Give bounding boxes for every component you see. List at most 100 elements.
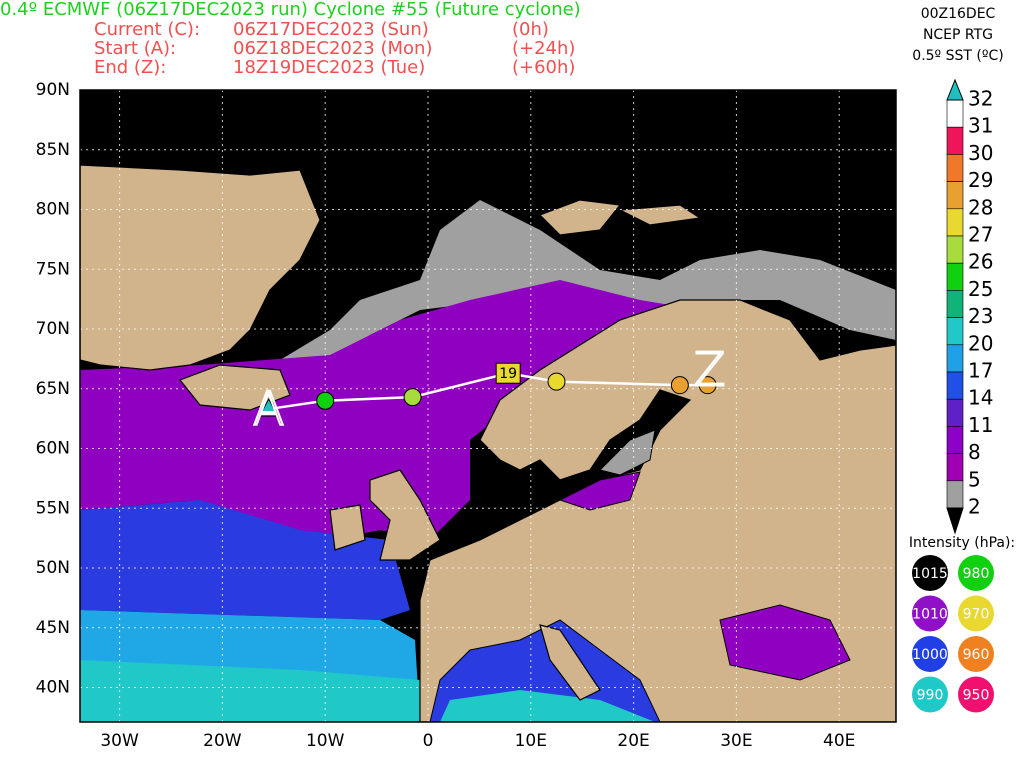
track-point — [258, 397, 279, 417]
axis-labels: 90N 85N 80N 75N 70N 65N 60N 55N 50N 45N 40N 30W 20W 1… — [36, 80, 856, 751]
colorbar-bottom — [946, 507, 964, 535]
colorbar-segment — [946, 480, 964, 509]
ireland — [329, 504, 366, 551]
colorbar-segment — [946, 126, 964, 155]
cyclone-track: 19 A Z — [252, 342, 726, 437]
colorbar-segment — [946, 290, 964, 318]
sst-colorbar: 32 31 30 29 28 27 26 25 23 20 17 14 11 8 5 2 — [946, 78, 993, 535]
colorbar-label: 26 — [968, 250, 993, 274]
colorbar-label: 30 — [968, 141, 993, 165]
map-frame — [79, 89, 897, 723]
map-area — [80, 90, 896, 722]
intensity-swatch — [958, 555, 994, 591]
colorbar-label: 27 — [968, 223, 993, 247]
sst-cyan — [80, 660, 420, 722]
colorbar-segment — [946, 426, 964, 454]
header-label: Current (C): — [94, 19, 200, 40]
intensity-label: 950 — [963, 688, 990, 704]
sst-info-line: 00Z16DEC — [921, 6, 996, 22]
lon-label: 30W — [100, 731, 139, 751]
lat-label: 80N — [36, 200, 70, 220]
intensity-legend: 1015 980 1010 970 1000 960 990 950 — [912, 555, 994, 713]
colorbar-segment — [946, 154, 964, 182]
lon-label: 20E — [617, 731, 649, 751]
colorbar-segment — [946, 99, 964, 128]
colorbar-label: 31 — [968, 114, 993, 138]
header-offset: (+60h) — [512, 57, 575, 78]
header-offset: (+24h) — [512, 38, 575, 59]
colorbar-label: 28 — [968, 195, 993, 219]
track-point — [403, 388, 422, 407]
colorbar-label: 2 — [968, 495, 981, 519]
iceland — [179, 364, 291, 411]
colorbar-segment — [946, 262, 964, 291]
intensity-swatch — [958, 595, 994, 632]
header-time: 06Z17DEC2023 (Sun) — [233, 19, 429, 40]
header-label: End (Z): — [94, 57, 166, 78]
intensity-swatch — [958, 636, 994, 672]
black-sea — [719, 604, 851, 681]
intensity-swatch — [958, 676, 994, 713]
sst-blue — [80, 500, 410, 620]
lat-label: 90N — [36, 80, 70, 100]
colorbar-top — [946, 78, 964, 101]
lat-label: 65N — [36, 379, 70, 399]
header-time: 18Z19DEC2023 (Tue) — [233, 57, 425, 78]
colorbar-label: 5 — [968, 467, 981, 491]
great-britain — [369, 469, 441, 561]
colorbar-segment — [946, 208, 964, 237]
colorbar-label: 11 — [968, 413, 993, 437]
colorbar-segment — [946, 181, 964, 210]
colorbar-segment — [946, 317, 964, 346]
italy — [539, 624, 601, 701]
intensity-swatch — [912, 555, 948, 591]
lon-label: 30E — [720, 731, 752, 751]
svalbard — [538, 199, 622, 236]
intensity-title: Intensity (hPa): — [909, 535, 1015, 551]
lon-label: 10W — [306, 731, 345, 751]
colorbar-segment — [946, 371, 964, 400]
colorbar-segment — [946, 235, 964, 264]
current-label: 19 — [499, 366, 517, 382]
header-offset: (0h) — [512, 19, 549, 40]
intensity-swatch — [912, 676, 948, 713]
header-time: 06Z18DEC2023 (Mon) — [233, 38, 432, 59]
mediterranean-warm — [440, 690, 655, 722]
current-position — [495, 362, 521, 384]
lat-label: 50N — [36, 558, 70, 578]
lat-label: 70N — [36, 319, 70, 339]
start-label: A — [253, 382, 284, 436]
intensity-swatch — [912, 595, 948, 632]
colorbar-label: 29 — [968, 168, 993, 192]
track-point — [316, 391, 335, 410]
intensity-label: 980 — [963, 566, 990, 582]
colorbar-label: 20 — [968, 331, 993, 355]
intensity-label: 1015 — [912, 566, 948, 582]
intensity-label: 1000 — [912, 647, 948, 663]
lon-label: 40E — [823, 731, 855, 751]
end-label: Z — [694, 343, 726, 397]
lon-label: 0 — [423, 731, 434, 751]
lat-label: 40N — [36, 678, 70, 698]
sst-info-line: 0.5º SST (ºC) — [912, 48, 1003, 64]
title: 0.4º ECMWF (06Z17DEC2023 run) Cyclone #5… — [0, 0, 581, 20]
baltic-ice — [599, 429, 656, 476]
lat-label: 45N — [36, 618, 70, 638]
track-point — [698, 376, 717, 395]
lat-label: 75N — [36, 259, 70, 279]
lat-label: 60N — [36, 439, 70, 459]
header-lines: Current (C): 06Z17DEC2023 (Sun) (0h) Start … — [94, 19, 575, 78]
colorbar-segment — [946, 453, 964, 482]
sst-info: 00Z16DEC NCEP RTG 0.5º SST (ºC) — [912, 6, 1003, 64]
sst-purple — [80, 280, 700, 540]
greenland — [80, 164, 321, 371]
colorbar-label: 23 — [968, 304, 993, 328]
lat-label: 55N — [36, 498, 70, 518]
intensity-label: 1010 — [912, 607, 948, 623]
colorbar-label: 8 — [968, 440, 981, 464]
intensity-label: 960 — [963, 647, 990, 663]
intensity-label: 990 — [917, 688, 944, 704]
intensity-label: 970 — [963, 607, 990, 623]
sst-info-line: NCEP RTG — [923, 27, 993, 43]
